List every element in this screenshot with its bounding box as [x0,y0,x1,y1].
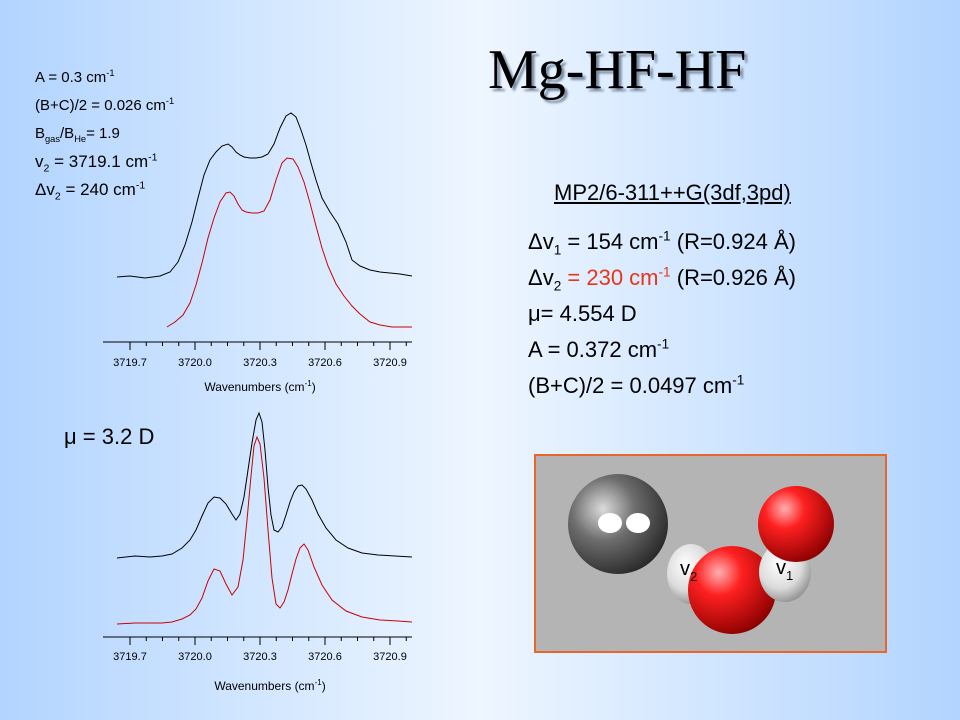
bond-label-v2: v2 [680,558,697,584]
bottom-spectrum: 3719.7 3720.0 3720.3 3720.6 3720.9 Waven… [103,411,413,693]
calculation-method: MP2/6-311++G(3df,3pd) [554,180,791,205]
top-tick-label-0: 3719.7 [113,357,147,369]
molecule-model: v2 v1 [568,474,834,634]
result-bc: (B+C)/2 = 0.0497 cm-1 [528,372,745,398]
bottom-tick-label-3: 3720.6 [308,651,342,663]
top-simulated-trace [166,157,412,328]
bottom-x-ticks [129,637,407,645]
fluorine-atom-2 [758,486,834,562]
molecule-model-panel: v2 v1 [534,454,887,653]
mg-highlight [598,513,622,533]
param-dv2: Δv2 = 240 cm-1 [35,179,146,203]
bottom-tick-label-1: 3720.0 [178,651,212,663]
param-a: A = 0.3 cm-1 [35,68,115,86]
top-x-ticks [129,342,407,350]
bottom-experimental-trace [116,411,413,559]
bottom-tick-label-4: 3720.9 [373,651,407,663]
result-dv2: Δv2 = 230 cm-1 (R=0.926 Å) [528,264,796,294]
dipole-label: μ = 3.2 D [64,424,155,449]
top-experimental-trace [116,112,413,279]
experimental-parameters: A = 0.3 cm-1 (B+C)/2 = 0.026 cm-1 Bgas/B… [35,64,174,204]
fluorine-atom-1 [688,546,776,634]
param-v2: v2 = 3719.1 cm-1 [35,151,158,175]
calculation-results: Δv1 = 154 cm-1 (R=0.924 Å) Δv2 = 230 cm-… [528,224,796,404]
top-tick-label-2: 3720.3 [243,357,277,369]
top-tick-label-1: 3720.0 [178,357,212,369]
result-dv1: Δv1 = 154 cm-1 (R=0.924 Å) [528,228,796,258]
bottom-tick-label-0: 3719.7 [113,651,147,663]
param-b-ratio: Bgas/BHe= 1.9 [35,125,120,144]
bottom-simulated-trace [116,435,413,625]
slide-title: Mg-HF-HF [488,39,747,101]
mg-highlight [626,513,650,533]
bond-label-v1: v1 [776,557,793,583]
top-tick-label-3: 3720.6 [308,357,342,369]
param-bc: (B+C)/2 = 0.026 cm-1 [35,96,175,114]
bottom-x-axis-label: Wavenumbers (cm-1) [214,678,325,693]
top-tick-label-4: 3720.9 [373,357,407,369]
top-spectrum: 3719.7 3720.0 3720.3 3720.6 3720.9 Waven… [103,112,413,394]
top-x-axis-label: Wavenumbers (cm-1) [204,379,315,394]
bottom-tick-label-2: 3720.3 [243,651,277,663]
result-a: A = 0.372 cm-1 [528,336,670,362]
result-dipole: μ= 4.554 D [528,301,637,326]
